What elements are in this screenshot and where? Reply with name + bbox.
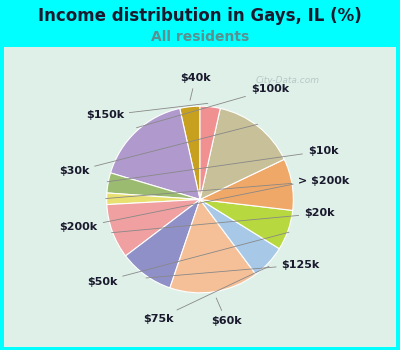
Wedge shape (107, 173, 200, 200)
Wedge shape (126, 199, 200, 288)
Text: > $200k: > $200k (106, 176, 349, 198)
Text: $50k: $50k (87, 232, 289, 287)
Text: $20k: $20k (112, 209, 335, 233)
Wedge shape (200, 199, 293, 248)
Text: $40k: $40k (180, 73, 211, 100)
Wedge shape (110, 108, 200, 200)
Text: Income distribution in Gays, IL (%): Income distribution in Gays, IL (%) (38, 7, 362, 25)
Wedge shape (107, 199, 200, 256)
Wedge shape (180, 106, 200, 200)
Text: City-Data.com: City-Data.com (256, 76, 320, 85)
Wedge shape (200, 159, 293, 210)
Text: $200k: $200k (60, 184, 293, 232)
Text: $30k: $30k (59, 124, 258, 176)
Text: All residents: All residents (151, 30, 249, 44)
Text: $10k: $10k (107, 146, 338, 182)
Wedge shape (200, 108, 284, 200)
Wedge shape (107, 193, 200, 205)
Wedge shape (200, 106, 220, 200)
Wedge shape (200, 199, 279, 274)
Wedge shape (170, 199, 256, 293)
Text: $100k: $100k (136, 84, 289, 128)
Text: $75k: $75k (143, 266, 269, 324)
Text: $125k: $125k (146, 260, 320, 278)
Text: $60k: $60k (211, 298, 242, 326)
Text: $150k: $150k (86, 103, 208, 120)
